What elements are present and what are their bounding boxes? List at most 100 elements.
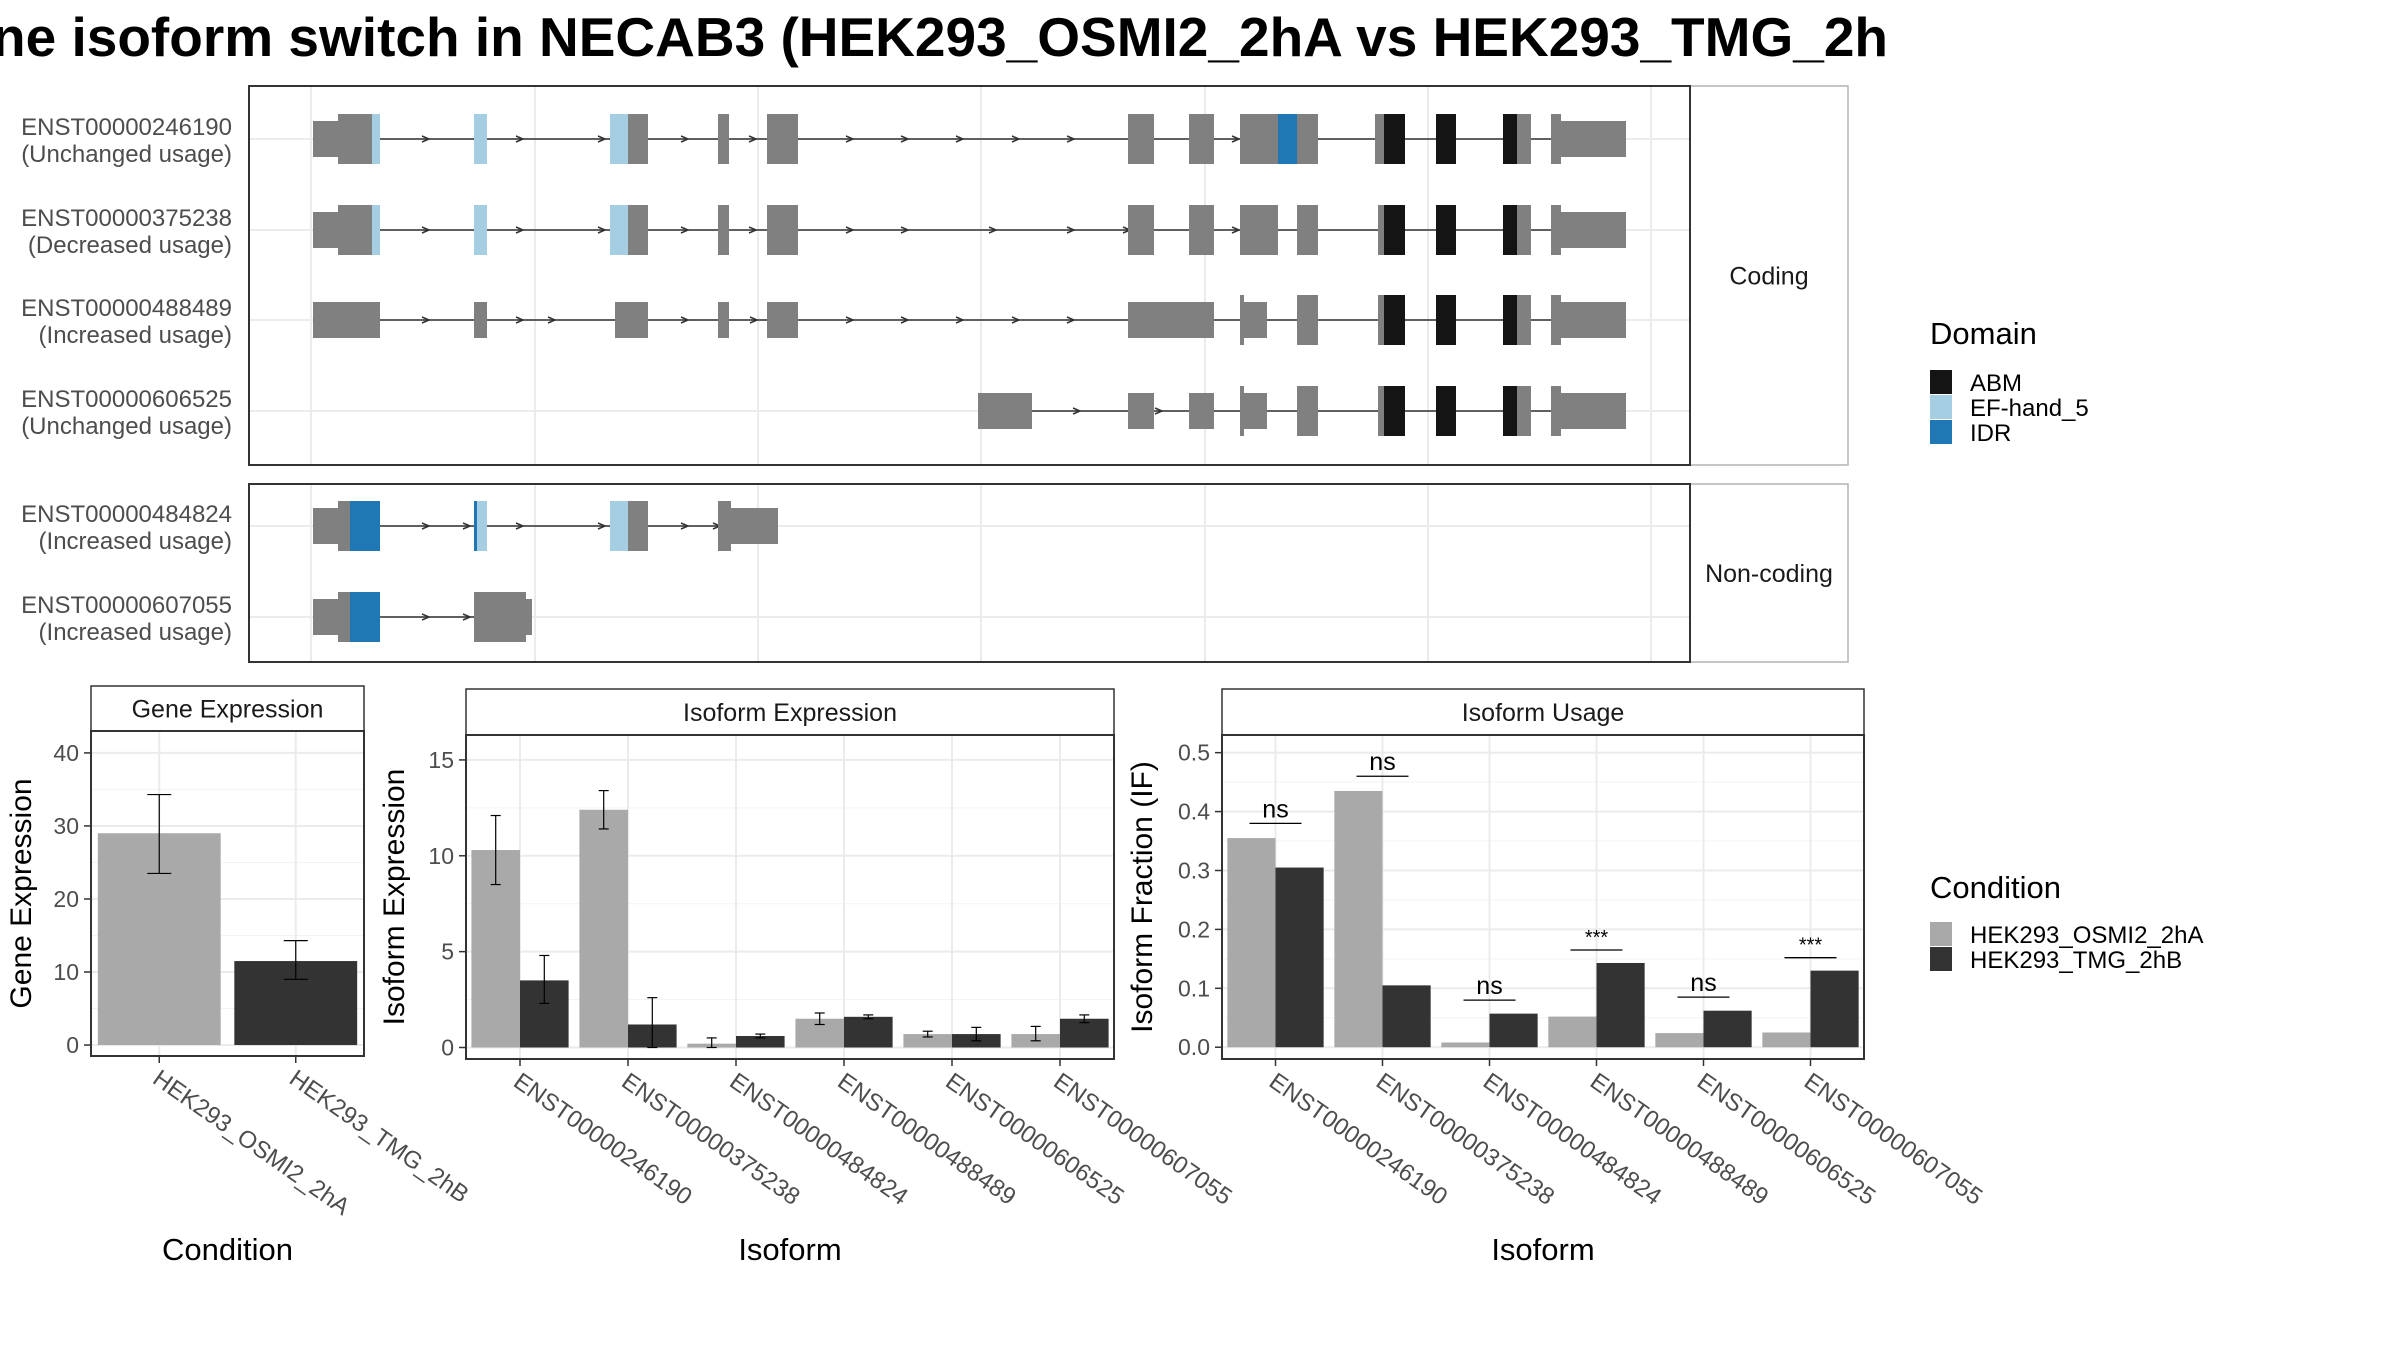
bar-ENST00000246190 — [1227, 838, 1276, 1048]
direction-arrow — [421, 135, 431, 143]
exon — [313, 302, 380, 338]
bar-ENST00000484824 — [736, 1035, 785, 1048]
exon — [767, 114, 798, 164]
direction-arrow — [1072, 407, 1082, 415]
direction-arrow — [1231, 135, 1241, 143]
y-tick-label: 0.0 — [1178, 1034, 1210, 1060]
legend-label: IDR — [1970, 420, 2011, 447]
panel-border — [465, 734, 1115, 1060]
isoform-usage-chart: Isoform Usage ns ns ns *** ns *** 0.0 0.1 0.2 0.3 0… — [1126, 688, 1987, 1267]
exon — [718, 205, 729, 255]
legend-key — [1930, 420, 1952, 444]
exon — [338, 114, 372, 164]
exon — [767, 205, 798, 255]
exon — [1128, 114, 1154, 164]
x-tick-label: ENST00000375238 — [617, 1068, 805, 1211]
x-tick-label: ENST00000484824 — [725, 1068, 913, 1211]
direction-arrow — [515, 135, 525, 143]
x-tick-label: ENST00000607055 — [1799, 1068, 1987, 1211]
direction-arrow — [955, 316, 965, 324]
exon — [1517, 295, 1531, 345]
exon — [1378, 114, 1385, 164]
direction-arrow — [900, 316, 910, 324]
exon — [1189, 393, 1214, 429]
bar-ENST00000606525 — [903, 1034, 952, 1048]
exon — [610, 114, 628, 164]
exon — [1378, 205, 1385, 255]
direction-arrow — [955, 135, 965, 143]
direction-arrow — [597, 522, 607, 530]
exon — [767, 302, 798, 338]
exon — [338, 592, 350, 642]
facet-strip — [90, 685, 365, 732]
exon — [1517, 205, 1531, 255]
legend-label: HEK293_TMG_2hB — [1970, 947, 2182, 974]
significance-label: *** — [1799, 935, 1823, 957]
y-axis-title: Gene Expression — [5, 778, 38, 1008]
y-tick-label: 30 — [53, 813, 79, 839]
exon — [1436, 386, 1456, 436]
direction-arrow — [1231, 226, 1241, 234]
exon — [1244, 393, 1267, 429]
transcript-status-label: (Unchanged usage) — [21, 413, 232, 440]
exon — [1503, 386, 1517, 436]
exon — [1378, 386, 1385, 436]
significance-label: *** — [1585, 927, 1609, 949]
x-axis-title: Isoform — [738, 1232, 841, 1267]
direction-arrow — [1011, 135, 1021, 143]
direction-arrow — [1154, 407, 1164, 415]
legend-key — [1930, 370, 1952, 394]
exon — [718, 302, 729, 338]
exon — [1436, 205, 1456, 255]
exon — [372, 114, 380, 164]
panel-border — [90, 730, 365, 1057]
significance-label: ns — [1369, 748, 1395, 776]
exon — [313, 599, 338, 635]
exon — [474, 114, 487, 164]
exon — [338, 205, 372, 255]
x-tick-label: ENST00000484824 — [1478, 1068, 1666, 1211]
exon — [1240, 205, 1278, 255]
facet-strip — [1689, 85, 1849, 466]
direction-arrow — [680, 316, 690, 324]
panel-background — [466, 735, 1114, 1059]
y-tick-label: 10 — [53, 959, 79, 985]
exon — [1561, 393, 1626, 429]
exon — [1503, 295, 1517, 345]
exon — [313, 121, 338, 157]
exon — [474, 205, 487, 255]
bar-ENST00000607055 — [1060, 1018, 1109, 1048]
exon — [1517, 386, 1531, 436]
direction-arrow — [988, 226, 998, 234]
bar-ENST00000488489 — [844, 1016, 893, 1048]
exon — [1551, 295, 1561, 345]
panel-border — [248, 85, 1691, 466]
legend-title: Domain — [1930, 316, 2037, 351]
direction-arrow — [748, 135, 758, 143]
exon — [1384, 114, 1405, 164]
facet-strip — [1221, 688, 1865, 736]
transcript-id-label: ENST00000375238 — [21, 205, 232, 232]
bar-ENST00000375238 — [1382, 985, 1431, 1048]
exon — [313, 212, 338, 248]
exon — [350, 501, 380, 551]
exon — [1551, 386, 1561, 436]
exon — [610, 501, 628, 551]
direction-arrow — [845, 316, 855, 324]
panel-background — [249, 86, 1690, 465]
exon — [978, 393, 1032, 429]
direction-arrow — [1066, 135, 1076, 143]
exon — [610, 205, 628, 255]
bar-ENST00000484824 — [1441, 1042, 1490, 1048]
exon — [1297, 205, 1318, 255]
exon — [1561, 212, 1626, 248]
bar-ENST00000484824 — [1489, 1013, 1538, 1048]
direction-arrow — [462, 522, 472, 530]
significance-label: ns — [1690, 969, 1716, 997]
exon — [1297, 114, 1318, 164]
bar-ENST00000607055 — [1810, 970, 1859, 1048]
transcript-ENST00000488489 — [313, 295, 1626, 345]
